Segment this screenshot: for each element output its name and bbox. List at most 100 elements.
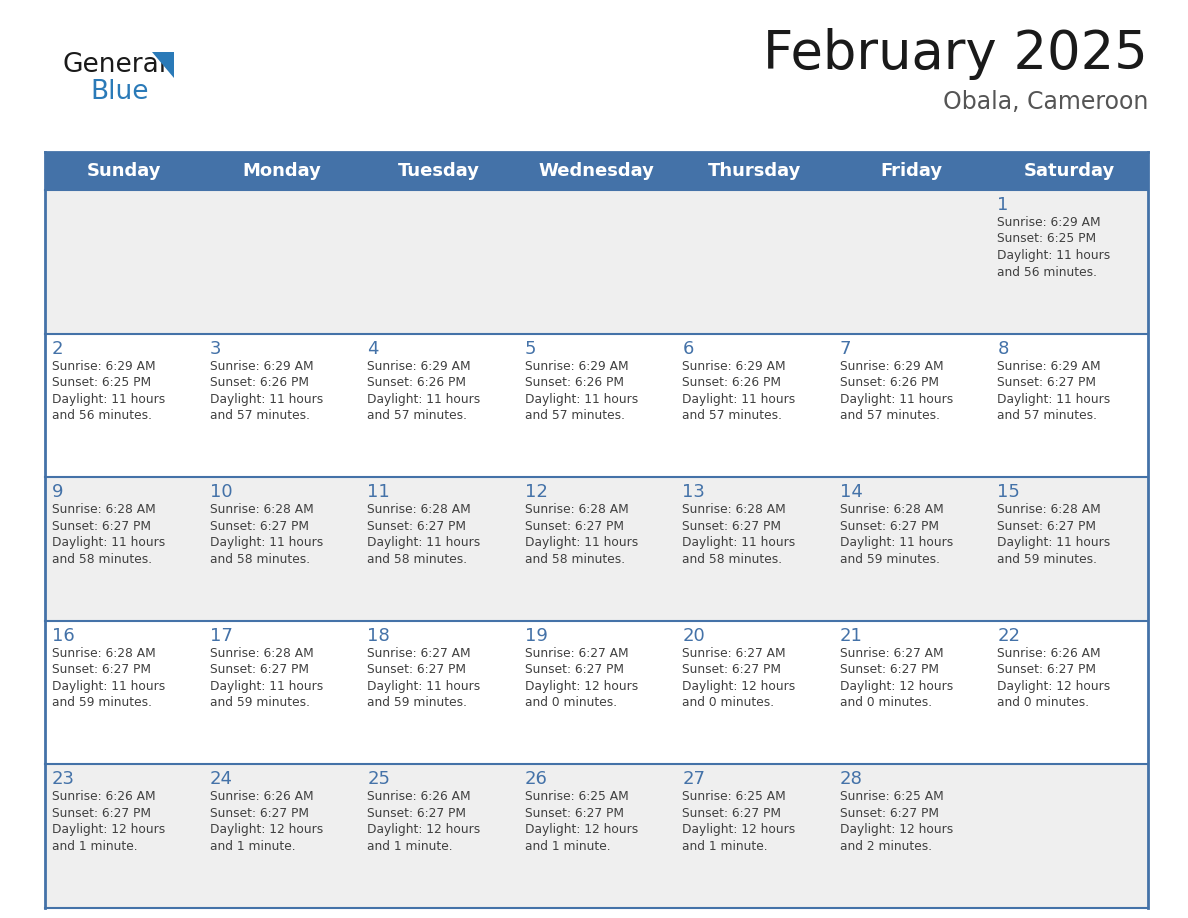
Text: Sunrise: 6:29 AM: Sunrise: 6:29 AM xyxy=(367,360,470,373)
Text: 12: 12 xyxy=(525,483,548,501)
Text: and 1 minute.: and 1 minute. xyxy=(682,840,767,853)
Text: 27: 27 xyxy=(682,770,706,789)
Text: Sunset: 6:27 PM: Sunset: 6:27 PM xyxy=(52,664,151,677)
Text: and 1 minute.: and 1 minute. xyxy=(525,840,611,853)
Text: 16: 16 xyxy=(52,627,75,644)
Text: and 56 minutes.: and 56 minutes. xyxy=(998,265,1098,278)
Text: 13: 13 xyxy=(682,483,706,501)
Bar xyxy=(518,477,675,621)
Text: and 59 minutes.: and 59 minutes. xyxy=(209,696,310,710)
Text: Sunset: 6:27 PM: Sunset: 6:27 PM xyxy=(682,520,782,532)
Text: Sunrise: 6:28 AM: Sunrise: 6:28 AM xyxy=(525,503,628,516)
Text: Sunset: 6:26 PM: Sunset: 6:26 PM xyxy=(209,376,309,389)
Text: 6: 6 xyxy=(682,340,694,358)
Text: 3: 3 xyxy=(209,340,221,358)
Text: Sunrise: 6:27 AM: Sunrise: 6:27 AM xyxy=(525,647,628,660)
Text: 11: 11 xyxy=(367,483,390,501)
Text: Sunset: 6:27 PM: Sunset: 6:27 PM xyxy=(998,520,1097,532)
Text: Daylight: 11 hours: Daylight: 11 hours xyxy=(367,536,480,549)
Text: Sunrise: 6:28 AM: Sunrise: 6:28 AM xyxy=(209,503,314,516)
Text: Daylight: 11 hours: Daylight: 11 hours xyxy=(998,249,1111,262)
Text: Daylight: 12 hours: Daylight: 12 hours xyxy=(840,823,953,836)
Text: Sunset: 6:27 PM: Sunset: 6:27 PM xyxy=(52,520,151,532)
Text: and 57 minutes.: and 57 minutes. xyxy=(367,409,467,422)
Bar xyxy=(833,190,991,333)
Text: Sunset: 6:26 PM: Sunset: 6:26 PM xyxy=(682,376,782,389)
Text: Sunrise: 6:27 AM: Sunrise: 6:27 AM xyxy=(367,647,470,660)
Text: 8: 8 xyxy=(998,340,1009,358)
Bar xyxy=(833,477,991,621)
Text: Sunrise: 6:25 AM: Sunrise: 6:25 AM xyxy=(840,790,943,803)
Text: and 57 minutes.: and 57 minutes. xyxy=(525,409,625,422)
Bar xyxy=(518,190,675,333)
Text: Sunrise: 6:29 AM: Sunrise: 6:29 AM xyxy=(525,360,628,373)
Text: and 59 minutes.: and 59 minutes. xyxy=(998,553,1098,565)
Text: Sunset: 6:27 PM: Sunset: 6:27 PM xyxy=(682,807,782,820)
Bar xyxy=(45,333,203,477)
Text: Sunset: 6:27 PM: Sunset: 6:27 PM xyxy=(525,520,624,532)
Text: Sunrise: 6:28 AM: Sunrise: 6:28 AM xyxy=(998,503,1101,516)
Text: Daylight: 11 hours: Daylight: 11 hours xyxy=(525,536,638,549)
Text: Daylight: 12 hours: Daylight: 12 hours xyxy=(682,823,796,836)
Bar xyxy=(675,333,833,477)
Text: 9: 9 xyxy=(52,483,63,501)
Text: and 58 minutes.: and 58 minutes. xyxy=(52,553,152,565)
Text: Sunrise: 6:29 AM: Sunrise: 6:29 AM xyxy=(998,216,1101,229)
Text: Wednesday: Wednesday xyxy=(538,162,655,180)
Text: 20: 20 xyxy=(682,627,704,644)
Text: 22: 22 xyxy=(998,627,1020,644)
Text: Sunrise: 6:29 AM: Sunrise: 6:29 AM xyxy=(209,360,314,373)
Text: Daylight: 11 hours: Daylight: 11 hours xyxy=(682,536,796,549)
Text: and 1 minute.: and 1 minute. xyxy=(367,840,453,853)
Text: 15: 15 xyxy=(998,483,1020,501)
Text: and 59 minutes.: and 59 minutes. xyxy=(52,696,152,710)
Bar xyxy=(675,477,833,621)
Bar xyxy=(991,333,1148,477)
Bar xyxy=(45,152,1148,190)
Text: General: General xyxy=(62,52,166,78)
Bar xyxy=(203,765,360,908)
Text: Daylight: 12 hours: Daylight: 12 hours xyxy=(682,680,796,693)
Text: Daylight: 11 hours: Daylight: 11 hours xyxy=(52,536,165,549)
Text: 28: 28 xyxy=(840,770,862,789)
Text: 10: 10 xyxy=(209,483,232,501)
Bar xyxy=(203,477,360,621)
Bar xyxy=(360,190,518,333)
Text: Thursday: Thursday xyxy=(707,162,801,180)
Text: Sunset: 6:25 PM: Sunset: 6:25 PM xyxy=(52,376,151,389)
Text: Sunrise: 6:28 AM: Sunrise: 6:28 AM xyxy=(52,647,156,660)
Text: and 59 minutes.: and 59 minutes. xyxy=(367,696,467,710)
Text: Daylight: 12 hours: Daylight: 12 hours xyxy=(525,680,638,693)
Text: Daylight: 11 hours: Daylight: 11 hours xyxy=(840,393,953,406)
Text: Daylight: 11 hours: Daylight: 11 hours xyxy=(52,680,165,693)
Text: February 2025: February 2025 xyxy=(763,28,1148,80)
Text: Sunset: 6:27 PM: Sunset: 6:27 PM xyxy=(367,664,466,677)
Text: 4: 4 xyxy=(367,340,379,358)
Bar xyxy=(675,190,833,333)
Text: and 58 minutes.: and 58 minutes. xyxy=(525,553,625,565)
Bar xyxy=(45,621,203,765)
Text: Sunset: 6:27 PM: Sunset: 6:27 PM xyxy=(525,807,624,820)
Text: Daylight: 11 hours: Daylight: 11 hours xyxy=(209,680,323,693)
Text: Daylight: 11 hours: Daylight: 11 hours xyxy=(367,680,480,693)
Text: Sunset: 6:27 PM: Sunset: 6:27 PM xyxy=(840,807,939,820)
Text: Sunset: 6:26 PM: Sunset: 6:26 PM xyxy=(525,376,624,389)
Text: Daylight: 11 hours: Daylight: 11 hours xyxy=(367,393,480,406)
Text: and 0 minutes.: and 0 minutes. xyxy=(682,696,775,710)
Bar xyxy=(991,621,1148,765)
Text: Sunset: 6:26 PM: Sunset: 6:26 PM xyxy=(367,376,466,389)
Text: Friday: Friday xyxy=(880,162,943,180)
Text: Monday: Monday xyxy=(242,162,321,180)
Text: Sunday: Sunday xyxy=(87,162,162,180)
Text: Tuesday: Tuesday xyxy=(398,162,480,180)
Text: Sunset: 6:25 PM: Sunset: 6:25 PM xyxy=(998,232,1097,245)
Text: and 59 minutes.: and 59 minutes. xyxy=(840,553,940,565)
Bar xyxy=(203,333,360,477)
Text: and 57 minutes.: and 57 minutes. xyxy=(840,409,940,422)
Text: Sunrise: 6:28 AM: Sunrise: 6:28 AM xyxy=(840,503,943,516)
Text: Sunrise: 6:28 AM: Sunrise: 6:28 AM xyxy=(209,647,314,660)
Text: Daylight: 12 hours: Daylight: 12 hours xyxy=(367,823,480,836)
Bar xyxy=(45,190,203,333)
Text: 14: 14 xyxy=(840,483,862,501)
Text: and 0 minutes.: and 0 minutes. xyxy=(998,696,1089,710)
